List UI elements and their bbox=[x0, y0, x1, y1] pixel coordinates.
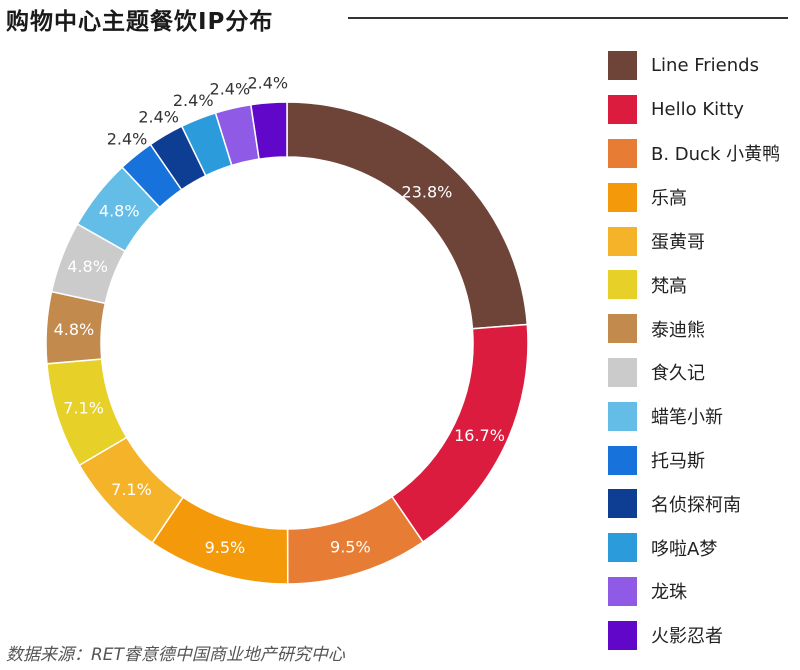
legend-item-7: 食久记 bbox=[608, 351, 798, 395]
legend-item-a: 哆啦A梦 bbox=[608, 526, 798, 570]
legend-label: Hello Kitty bbox=[651, 99, 744, 121]
legend-swatch bbox=[608, 314, 637, 344]
legend-swatch bbox=[608, 226, 637, 256]
legend-swatch bbox=[608, 489, 637, 519]
legend-swatch bbox=[608, 138, 637, 168]
legend-label: 火影忍者 bbox=[651, 626, 723, 648]
legend-item-12: 龙珠 bbox=[608, 570, 798, 614]
legend-item-13: 火影忍者 bbox=[608, 613, 798, 657]
data-label-4: 7.1% bbox=[111, 480, 152, 499]
legend-label: 龙珠 bbox=[651, 582, 687, 604]
legend-swatch bbox=[608, 576, 637, 606]
legend-swatch bbox=[608, 533, 637, 563]
legend-label: 托马斯 bbox=[651, 451, 705, 473]
legend-item-6: 泰迪熊 bbox=[608, 307, 798, 351]
title-rule bbox=[348, 17, 788, 19]
data-label-7: 4.8% bbox=[67, 257, 108, 276]
chart-title: 购物中心主题餐饮IP分布 bbox=[6, 9, 274, 35]
legend-item-line-friends: Line Friends bbox=[608, 44, 798, 88]
legend-label: 哆啦A梦 bbox=[651, 538, 718, 560]
legend-swatch bbox=[608, 620, 637, 650]
legend-label: 泰迪熊 bbox=[651, 319, 705, 341]
data-label-10: 2.4% bbox=[138, 108, 179, 127]
donut-chart: 23.8% 16.7% 9.5% 9.5% 7.1% 7.1% 4.8% 4.8% 4.8% 2.… bbox=[45, 74, 529, 585]
data-label-6: 4.8% bbox=[54, 320, 95, 339]
legend-item-8: 蜡笔小新 bbox=[608, 394, 798, 438]
data-label-5: 7.1% bbox=[63, 398, 104, 417]
legend-label: Line Friends bbox=[651, 55, 759, 77]
legend-swatch bbox=[608, 401, 637, 431]
legend-label: 名侦探柯南 bbox=[651, 494, 741, 516]
data-source: 数据来源：RET睿意德中国商业地产研究中心 bbox=[6, 645, 345, 665]
legend-item-10: 名侦探柯南 bbox=[608, 482, 798, 526]
legend-swatch bbox=[608, 357, 637, 387]
data-label-12: 2.4% bbox=[210, 79, 251, 98]
legend-item-4: 蛋黄哥 bbox=[608, 219, 798, 263]
legend-item-b-duck: B. Duck 小黄鸭 bbox=[608, 132, 798, 176]
data-label-8: 4.8% bbox=[99, 201, 140, 220]
data-label-0: 23.8% bbox=[402, 182, 453, 201]
legend-swatch bbox=[608, 95, 637, 125]
legend-swatch bbox=[608, 51, 637, 81]
legend-item-5: 梵高 bbox=[608, 263, 798, 307]
legend-label: 乐高 bbox=[651, 188, 687, 210]
legend-item-3: 乐高 bbox=[608, 175, 798, 219]
data-label-1: 16.7% bbox=[454, 426, 505, 445]
donut-slice-0 bbox=[286, 101, 529, 330]
data-label-11: 2.4% bbox=[173, 91, 214, 110]
legend-item-hello-kitty: Hello Kitty bbox=[608, 88, 798, 132]
legend-item-9: 托马斯 bbox=[608, 438, 798, 482]
data-label-9: 2.4% bbox=[107, 129, 148, 148]
donut-slice-13 bbox=[249, 101, 288, 160]
legend-swatch bbox=[608, 182, 637, 212]
legend: Line Friends Hello Kitty B. Duck 小黄鸭 乐高蛋黄哥梵… bbox=[608, 44, 798, 657]
data-label-3: 9.5% bbox=[205, 538, 246, 557]
legend-swatch bbox=[608, 270, 637, 300]
legend-label: 梵高 bbox=[651, 275, 687, 297]
legend-label: 蛋黄哥 bbox=[651, 232, 705, 254]
legend-label: 蜡笔小新 bbox=[651, 407, 723, 429]
legend-label: 食久记 bbox=[651, 363, 705, 385]
data-label-13: 2.4% bbox=[247, 74, 288, 93]
data-label-2: 9.5% bbox=[330, 537, 371, 556]
legend-swatch bbox=[608, 445, 637, 475]
legend-label: B. Duck 小黄鸭 bbox=[651, 144, 781, 166]
